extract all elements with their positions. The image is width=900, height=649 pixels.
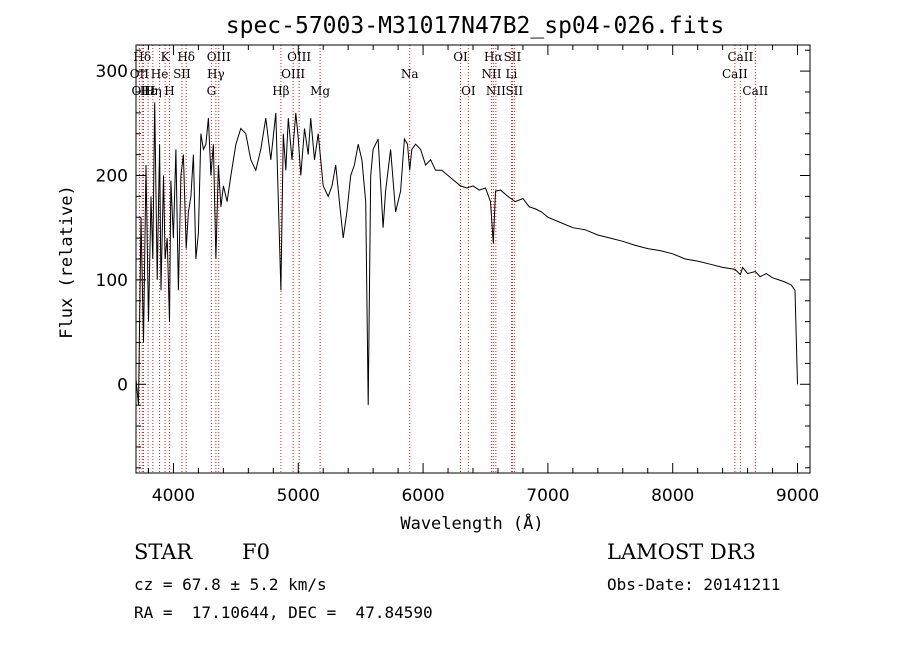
spectral-line-label: Hγ: [207, 67, 225, 81]
spectral-line-label: SII: [504, 50, 522, 64]
spectral-line-label: OII: [130, 67, 150, 81]
subclass-label: F0: [242, 540, 270, 564]
spectral-line-label: Hη: [144, 84, 162, 98]
x-axis-label: Wavelength (Å): [400, 512, 543, 534]
x-tick-label: 4000: [152, 486, 195, 506]
spectral-line-label: H: [164, 84, 174, 98]
spectral-line-label: Mg: [310, 84, 330, 98]
y-tick-label: 200: [96, 166, 128, 186]
spectral-line-label: OIII: [207, 50, 231, 64]
x-axis: 4000 5000 6000 7000 8000 9000: [147, 45, 819, 506]
spectral-line-label: Hδ: [177, 50, 195, 64]
spectral-line-label: CaII: [742, 84, 768, 98]
spectral-line-label: SII: [173, 67, 191, 81]
spectral-line-label: OI: [453, 50, 468, 64]
spectral-line-label: Hα: [484, 50, 503, 64]
redshift-readout: cz = 67.8 ± 5.2 km/s: [134, 575, 327, 594]
spectral-line-label: OIII: [287, 50, 311, 64]
spectral-line-label: OIII: [131, 84, 155, 98]
x-tick-label: 8000: [651, 486, 694, 506]
spectral-line-label: Hδ: [133, 50, 151, 64]
y-axis-label: Flux (relative): [57, 185, 77, 339]
spectral-line-label: NII: [481, 67, 501, 81]
spectral-line-label: CaII: [727, 50, 753, 64]
spectral-line-label: Hβ: [272, 84, 289, 98]
x-tick-label: 5000: [277, 486, 320, 506]
y-tick-label: 100: [96, 271, 128, 291]
survey-label: LAMOST DR3: [607, 540, 756, 564]
chart-title: spec-57003-M31017N47B2_sp04-026.fits: [226, 13, 725, 39]
x-tick-label: 6000: [401, 486, 444, 506]
spectral-line-label: Hε: [140, 84, 157, 98]
coordinates: RA = 17.10644, DEC = 47.84590: [134, 603, 433, 622]
plot-series: [135, 102, 798, 406]
spectral-line-label: OI: [461, 84, 476, 98]
spectral-line-label: He: [151, 67, 169, 81]
y-axis: 0 100 200 300: [96, 49, 810, 469]
x-tick-label: 9000: [776, 486, 819, 506]
y-tick-label: 0: [117, 375, 128, 395]
plot-frame: [135, 44, 811, 474]
spectral-line-label: SII: [505, 84, 523, 98]
x-tick-label: 7000: [526, 486, 569, 506]
spectrum-line: [135, 102, 798, 406]
spectral-line-label: CaII: [722, 67, 748, 81]
spectral-line-label: G: [207, 84, 217, 98]
spectral-line-label: Na: [401, 67, 419, 81]
spectral-line-label: OIII: [281, 67, 305, 81]
spectral-line-label: K: [161, 50, 171, 64]
class-label: STAR: [134, 540, 193, 564]
y-tick-label: 300: [96, 62, 128, 82]
spectral-line-label: NII: [486, 84, 506, 98]
spectral-line-label: Li: [506, 67, 518, 81]
obs-date: Obs-Date: 20141211: [607, 575, 781, 594]
